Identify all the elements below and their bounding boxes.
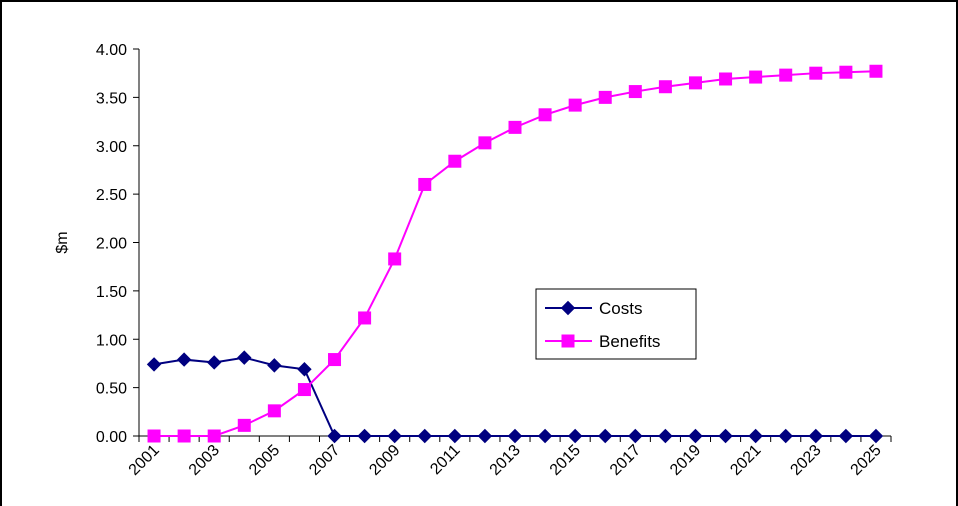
- costs-point: [718, 428, 733, 444]
- benefits-point: [839, 65, 853, 79]
- y-tick-label: 0.50: [96, 381, 127, 398]
- costs-point: [206, 355, 222, 370]
- x-tick-label: 2005: [246, 442, 283, 479]
- benefits-point: [658, 80, 672, 94]
- benefits-point: [358, 311, 372, 325]
- x-tick-label: 2001: [126, 442, 163, 479]
- benefits-point: [688, 76, 702, 90]
- costs-point: [297, 362, 312, 377]
- x-tick-label: 2003: [186, 442, 223, 479]
- benefits-point: [538, 108, 552, 122]
- benefits-point: [147, 429, 161, 443]
- costs-point: [357, 428, 372, 444]
- benefits-point: [568, 98, 582, 112]
- costs-point: [598, 428, 613, 444]
- benefits-point: [508, 120, 522, 134]
- y-tick-label: 1.50: [96, 284, 127, 301]
- y-tick-label: 2.50: [96, 187, 127, 204]
- costs-point: [658, 428, 673, 444]
- costs-point: [808, 428, 824, 444]
- legend-costs-marker: [560, 300, 576, 316]
- costs-point: [327, 428, 342, 444]
- benefits-point: [177, 429, 191, 443]
- benefits-point: [628, 85, 642, 99]
- x-tick-label: 2021: [727, 442, 764, 479]
- costs-point: [387, 428, 402, 444]
- x-tick-label: 2023: [787, 442, 824, 479]
- costs-point: [748, 428, 763, 444]
- costs-point: [417, 428, 432, 444]
- x-tick-label: 2015: [547, 442, 584, 479]
- costs-point: [267, 358, 282, 373]
- benefits-point: [297, 383, 311, 397]
- benefits-point: [719, 72, 733, 86]
- benefits-point: [809, 66, 823, 80]
- costs-point: [688, 428, 703, 444]
- benefits-point: [749, 70, 763, 84]
- x-tick-label: 2019: [667, 442, 704, 479]
- benefits-point: [598, 90, 612, 104]
- y-ticks: 0.00 0.50 1.00 1.50 2.00 2.50 3.00 3.50 4.00: [96, 42, 139, 446]
- legend-benefits-label: Benefits: [599, 332, 660, 351]
- costs-point: [447, 428, 463, 444]
- y-tick-label: 1.00: [96, 332, 127, 349]
- x-tick-label: 2007: [306, 442, 343, 479]
- series-costs: [146, 350, 884, 444]
- benefits-point: [328, 353, 342, 367]
- costs-line: [153, 356, 876, 437]
- x-tick-label: 2011: [427, 442, 463, 478]
- costs-point: [537, 428, 553, 444]
- series-layer: [146, 64, 884, 444]
- costs-point: [176, 352, 192, 367]
- y-tick-label: 0.00: [96, 429, 127, 446]
- y-tick-label: 2.00: [96, 236, 127, 253]
- x-tick-label: 2017: [607, 442, 644, 479]
- x-tick-label: 2009: [366, 442, 403, 479]
- benefits-point: [237, 418, 251, 432]
- benefits-point: [869, 64, 883, 78]
- benefits-point: [478, 136, 492, 150]
- x-tick-label: 2013: [487, 442, 524, 479]
- benefits-point: [448, 154, 462, 168]
- x-ticks: 2001 2003 2005 2007 2009 2011 2013 2015 2017 2019…: [126, 436, 892, 479]
- y-tick-label: 3.50: [96, 90, 127, 107]
- y-tick-label: 3.00: [96, 139, 127, 156]
- axes: [138, 49, 891, 437]
- costs-point: [628, 428, 643, 444]
- series-benefits: [147, 64, 883, 443]
- x-tick-label: 2025: [848, 442, 885, 479]
- legend-costs-label: Costs: [599, 299, 642, 318]
- benefits-point: [388, 252, 402, 266]
- benefits-point: [267, 404, 281, 418]
- legend: Costs Benefits: [535, 288, 697, 360]
- benefits-point: [418, 177, 432, 191]
- costs-point: [868, 428, 884, 444]
- costs-point: [838, 428, 854, 444]
- y-axis-label: $m: [54, 231, 71, 253]
- legend-benefits-marker: [561, 334, 575, 348]
- costs-point: [237, 350, 252, 365]
- benefits-point: [207, 429, 221, 443]
- costs-point: [146, 357, 162, 372]
- costs-point: [778, 428, 793, 444]
- y-tick-label: 4.00: [96, 42, 127, 59]
- costs-point: [477, 428, 493, 444]
- costs-point: [567, 428, 583, 444]
- costs-point: [507, 428, 523, 444]
- benefits-point: [779, 68, 793, 82]
